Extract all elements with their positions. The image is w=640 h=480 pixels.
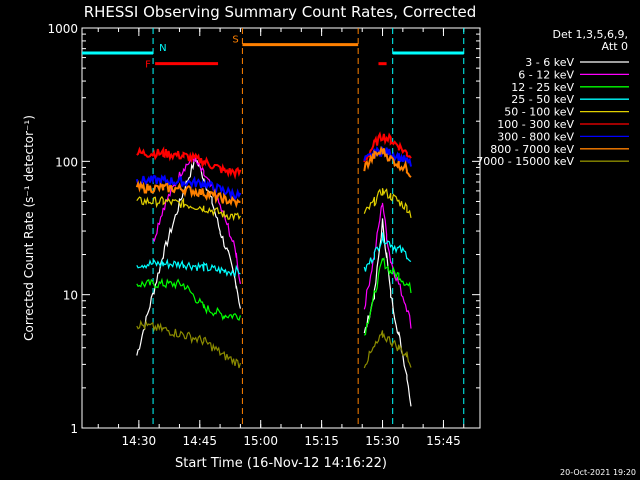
- series-line-5: [136, 131, 412, 180]
- flag-label-S: S: [232, 35, 238, 46]
- legend-entry: 25 - 50 keV: [511, 93, 574, 106]
- y-axis-label: Corrected Count Rate (s⁻¹ detector⁻¹): [22, 115, 36, 341]
- x-tick-label: 15:45: [426, 434, 461, 448]
- flag-label-F: F: [145, 60, 151, 71]
- legend-entry: 100 - 300 keV: [497, 118, 574, 131]
- series-line-4: [136, 188, 412, 222]
- footer-date: 20-Oct-2021 19:20: [560, 468, 636, 477]
- legend-title: Att 0: [602, 40, 628, 53]
- chart-title: RHESSI Observing Summary Count Rates, Co…: [84, 3, 477, 21]
- legend-title: Det 1,3,5,6,9,: [552, 28, 628, 41]
- series-line-3: [136, 232, 412, 278]
- series-line-2: [136, 257, 412, 336]
- legend-entry: 50 - 100 keV: [504, 106, 574, 119]
- x-axis-label: Start Time (16-Nov-12 14:16:22): [175, 456, 387, 471]
- x-tick-label: 14:45: [182, 434, 217, 448]
- x-tick-label: 15:00: [243, 434, 278, 448]
- x-tick-label: 14:30: [122, 434, 157, 448]
- legend-entry: 6 - 12 keV: [518, 68, 574, 81]
- series-line-7: [135, 145, 412, 209]
- y-tick-label: 1000: [47, 22, 78, 36]
- legend-entry: 7000 - 15000 keV: [476, 155, 574, 168]
- plot-frame: [81, 27, 481, 429]
- y-tick-label: 100: [55, 155, 78, 169]
- y-tick-label: 10: [63, 289, 78, 303]
- legend-entry: 12 - 25 keV: [511, 81, 574, 94]
- x-tick-label: 15:30: [365, 434, 400, 448]
- legend-entry: 300 - 800 keV: [497, 130, 574, 143]
- legend-entry: 800 - 7000 keV: [490, 143, 574, 156]
- flag-label-N: N: [159, 43, 166, 54]
- series-line-8: [136, 319, 412, 369]
- legend-entry: 3 - 6 keV: [525, 56, 574, 69]
- y-tick-label: 1: [70, 422, 78, 436]
- x-tick-label: 15:15: [304, 434, 339, 448]
